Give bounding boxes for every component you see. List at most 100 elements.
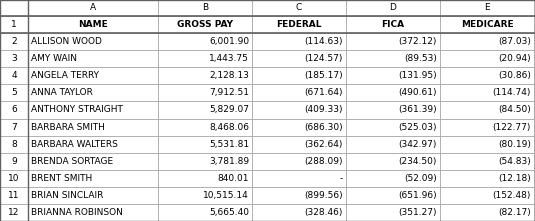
Text: 7: 7 xyxy=(11,122,17,131)
Bar xyxy=(0,101,28,118)
Text: (362.64): (362.64) xyxy=(304,140,343,149)
Text: 3: 3 xyxy=(11,54,17,63)
Text: BRENDA SORTAGE: BRENDA SORTAGE xyxy=(31,157,113,166)
Bar xyxy=(440,33,534,50)
Text: (131.95): (131.95) xyxy=(399,71,437,80)
Text: (899.56): (899.56) xyxy=(304,191,343,200)
Bar xyxy=(158,84,252,101)
Text: 5: 5 xyxy=(11,88,17,97)
Bar xyxy=(346,170,440,187)
Text: ANTHONY STRAIGHT: ANTHONY STRAIGHT xyxy=(31,105,123,114)
Text: D: D xyxy=(389,4,396,13)
Bar xyxy=(28,170,158,187)
Bar xyxy=(158,153,252,170)
Text: (185.17): (185.17) xyxy=(304,71,343,80)
Bar xyxy=(440,0,534,16)
Bar xyxy=(346,118,440,135)
Text: (288.09): (288.09) xyxy=(304,157,343,166)
Bar xyxy=(28,118,158,135)
Bar xyxy=(252,204,346,221)
Bar xyxy=(346,33,440,50)
Text: 1: 1 xyxy=(11,20,17,29)
Text: (114.74): (114.74) xyxy=(493,88,531,97)
Text: 10,515.14: 10,515.14 xyxy=(203,191,249,200)
Text: (84.50): (84.50) xyxy=(498,105,531,114)
Text: 12: 12 xyxy=(9,208,20,217)
Text: (342.97): (342.97) xyxy=(399,140,437,149)
Bar xyxy=(0,84,28,101)
Text: ANNA TAYLOR: ANNA TAYLOR xyxy=(31,88,93,97)
Bar xyxy=(440,153,534,170)
Text: B: B xyxy=(202,4,208,13)
Bar xyxy=(252,67,346,84)
Text: 2,128.13: 2,128.13 xyxy=(209,71,249,80)
Text: (30.86): (30.86) xyxy=(498,71,531,80)
Bar xyxy=(440,101,534,118)
Bar xyxy=(252,135,346,153)
Bar xyxy=(0,153,28,170)
Text: 2: 2 xyxy=(11,37,17,46)
Text: 840.01: 840.01 xyxy=(218,174,249,183)
Text: (372.12): (372.12) xyxy=(399,37,437,46)
Bar xyxy=(28,50,158,67)
Bar xyxy=(28,0,158,16)
Bar xyxy=(252,118,346,135)
Bar xyxy=(158,135,252,153)
Text: 8: 8 xyxy=(11,140,17,149)
Bar xyxy=(346,0,440,16)
Text: (361.39): (361.39) xyxy=(399,105,437,114)
Bar xyxy=(346,135,440,153)
Text: (686.30): (686.30) xyxy=(304,122,343,131)
Bar xyxy=(440,50,534,67)
Text: (671.64): (671.64) xyxy=(304,88,343,97)
Bar xyxy=(252,84,346,101)
Bar xyxy=(0,33,28,50)
Bar xyxy=(28,16,158,33)
Bar xyxy=(28,204,158,221)
Text: ALLISON WOOD: ALLISON WOOD xyxy=(31,37,102,46)
Bar xyxy=(158,118,252,135)
Bar xyxy=(346,84,440,101)
Bar xyxy=(440,118,534,135)
Text: (20.94): (20.94) xyxy=(499,54,531,63)
Text: 3,781.89: 3,781.89 xyxy=(209,157,249,166)
Bar xyxy=(28,101,158,118)
Bar xyxy=(346,16,440,33)
Text: FICA: FICA xyxy=(381,20,404,29)
Text: (52.09): (52.09) xyxy=(404,174,437,183)
Text: (82.17): (82.17) xyxy=(498,208,531,217)
Text: ANGELA TERRY: ANGELA TERRY xyxy=(31,71,99,80)
Bar xyxy=(0,0,28,16)
Text: 6,001.90: 6,001.90 xyxy=(209,37,249,46)
Text: (87.03): (87.03) xyxy=(498,37,531,46)
Text: 6: 6 xyxy=(11,105,17,114)
Text: (124.57): (124.57) xyxy=(304,54,343,63)
Text: BARBARA SMITH: BARBARA SMITH xyxy=(31,122,105,131)
Bar xyxy=(158,187,252,204)
Bar xyxy=(252,33,346,50)
Text: (122.77): (122.77) xyxy=(493,122,531,131)
Bar xyxy=(252,101,346,118)
Bar xyxy=(158,0,252,16)
Text: 9: 9 xyxy=(11,157,17,166)
Bar xyxy=(0,50,28,67)
Bar xyxy=(440,16,534,33)
Bar xyxy=(440,84,534,101)
Bar xyxy=(252,187,346,204)
Bar xyxy=(346,67,440,84)
Text: A: A xyxy=(90,4,96,13)
Text: NAME: NAME xyxy=(78,20,108,29)
Text: AMY WAIN: AMY WAIN xyxy=(31,54,77,63)
Text: BARBARA WALTERS: BARBARA WALTERS xyxy=(31,140,118,149)
Text: 5,829.07: 5,829.07 xyxy=(209,105,249,114)
Bar xyxy=(440,204,534,221)
Bar xyxy=(346,50,440,67)
Bar xyxy=(158,204,252,221)
Text: BRIAN SINCLAIR: BRIAN SINCLAIR xyxy=(31,191,103,200)
Bar xyxy=(0,135,28,153)
Text: (351.27): (351.27) xyxy=(399,208,437,217)
Bar xyxy=(440,170,534,187)
Bar xyxy=(346,153,440,170)
Text: GROSS PAY: GROSS PAY xyxy=(177,20,233,29)
Text: BRIANNA ROBINSON: BRIANNA ROBINSON xyxy=(31,208,123,217)
